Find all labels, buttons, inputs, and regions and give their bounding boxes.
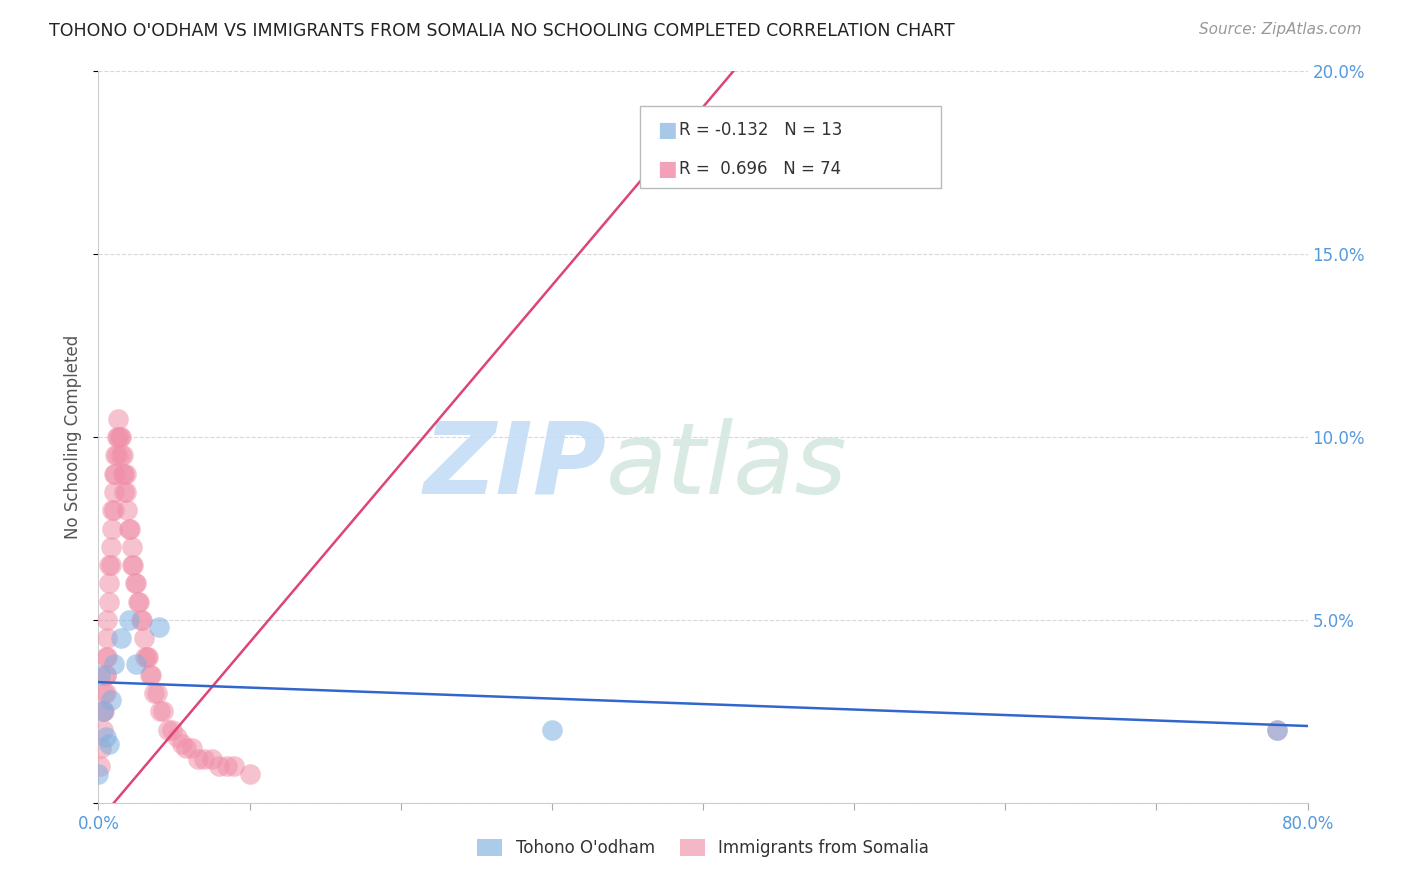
Point xyxy=(118,521,141,535)
Point xyxy=(103,503,125,517)
Point xyxy=(152,705,174,719)
Point xyxy=(134,649,156,664)
Point xyxy=(101,521,124,535)
Point xyxy=(224,759,246,773)
Point xyxy=(143,686,166,700)
Point xyxy=(131,613,153,627)
Point xyxy=(96,632,118,646)
Point xyxy=(104,467,127,481)
Point xyxy=(125,576,148,591)
Point xyxy=(103,657,125,671)
Point xyxy=(101,503,124,517)
Point xyxy=(128,594,150,608)
Point xyxy=(118,613,141,627)
Point xyxy=(124,576,146,591)
Point xyxy=(110,632,132,646)
Point xyxy=(115,503,138,517)
Point xyxy=(110,448,132,462)
Point xyxy=(111,467,134,481)
Point xyxy=(141,667,163,681)
Point xyxy=(94,686,117,700)
Point xyxy=(125,657,148,671)
Point xyxy=(100,558,122,573)
Point xyxy=(136,649,159,664)
Point xyxy=(208,759,231,773)
Point xyxy=(112,485,135,500)
Point xyxy=(98,594,121,608)
Point xyxy=(111,448,134,462)
Point xyxy=(93,705,115,719)
Point xyxy=(1267,723,1289,737)
Point xyxy=(181,740,204,755)
Point xyxy=(91,723,114,737)
Point xyxy=(89,667,111,681)
Point xyxy=(98,576,121,591)
Point xyxy=(201,752,224,766)
Point xyxy=(103,485,125,500)
Text: atlas: atlas xyxy=(606,417,848,515)
Text: ■: ■ xyxy=(657,159,676,179)
Point xyxy=(104,448,127,462)
Point xyxy=(98,558,121,573)
Point xyxy=(91,705,114,719)
Point xyxy=(94,667,117,681)
Point xyxy=(108,430,131,444)
Point xyxy=(89,759,111,773)
Text: R =  0.696   N = 74: R = 0.696 N = 74 xyxy=(679,160,842,178)
Point xyxy=(94,649,117,664)
Point xyxy=(121,540,143,554)
Point xyxy=(146,686,169,700)
Point xyxy=(149,705,172,719)
Point xyxy=(114,467,136,481)
Point xyxy=(1267,723,1289,737)
Point xyxy=(107,412,129,426)
Point xyxy=(91,705,114,719)
Point xyxy=(139,667,162,681)
Point xyxy=(129,613,152,627)
Point xyxy=(94,730,117,744)
Point xyxy=(87,766,110,780)
Point xyxy=(100,540,122,554)
Point xyxy=(98,737,121,751)
Point xyxy=(96,613,118,627)
Y-axis label: No Schooling Completed: No Schooling Completed xyxy=(65,335,83,539)
Point xyxy=(121,558,143,573)
Point xyxy=(90,740,112,755)
Point xyxy=(148,620,170,634)
Point xyxy=(239,766,262,780)
Point xyxy=(120,521,142,535)
Point xyxy=(96,649,118,664)
Point xyxy=(132,632,155,646)
Point xyxy=(170,737,193,751)
Point xyxy=(105,430,128,444)
Point xyxy=(215,759,238,773)
Point xyxy=(187,752,209,766)
Point xyxy=(105,448,128,462)
Point xyxy=(166,730,188,744)
Point xyxy=(103,467,125,481)
Point xyxy=(94,667,117,681)
Point xyxy=(127,594,149,608)
Text: R = -0.132   N = 13: R = -0.132 N = 13 xyxy=(679,120,842,138)
Point xyxy=(540,723,562,737)
Legend: Tohono O'odham, Immigrants from Somalia: Tohono O'odham, Immigrants from Somalia xyxy=(471,832,935,864)
Point xyxy=(122,558,145,573)
Point xyxy=(135,649,157,664)
Point xyxy=(100,693,122,707)
Text: TOHONO O'ODHAM VS IMMIGRANTS FROM SOMALIA NO SCHOOLING COMPLETED CORRELATION CHA: TOHONO O'ODHAM VS IMMIGRANTS FROM SOMALI… xyxy=(49,22,955,40)
Text: Source: ZipAtlas.com: Source: ZipAtlas.com xyxy=(1198,22,1361,37)
Text: ■: ■ xyxy=(657,120,676,140)
Point xyxy=(110,430,132,444)
Point xyxy=(114,485,136,500)
Point xyxy=(174,740,197,755)
Text: ZIP: ZIP xyxy=(423,417,606,515)
Point xyxy=(162,723,184,737)
Point xyxy=(112,467,135,481)
Point xyxy=(156,723,179,737)
Point xyxy=(193,752,215,766)
Point xyxy=(93,686,115,700)
Point xyxy=(107,430,129,444)
